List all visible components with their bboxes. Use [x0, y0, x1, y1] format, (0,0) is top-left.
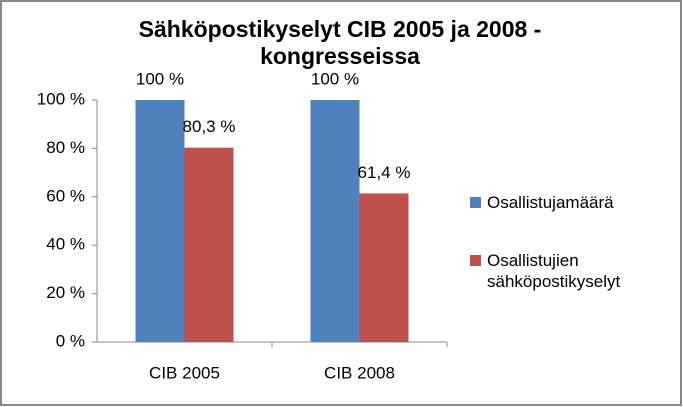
bar — [359, 193, 409, 342]
legend-swatch — [470, 255, 481, 266]
y-tick-label: 40 % — [46, 235, 85, 254]
value-label: 100 % — [136, 69, 184, 88]
x-tick-label: CIB 2005 — [149, 363, 220, 382]
value-label: 80,3 % — [183, 117, 236, 136]
legend-item: Osallistujien sähköpostikyselyt — [470, 250, 672, 292]
legend-label: Osallistujien sähköpostikyselyt — [487, 251, 621, 291]
y-tick-label: 20 % — [46, 283, 85, 302]
y-tick-label: 60 % — [46, 186, 85, 205]
y-tick-label: 80 % — [46, 138, 85, 157]
chart-title: Sähköpostikyselyt CIB 2005 ja 2008 -kong… — [138, 16, 542, 69]
legend-swatch — [470, 197, 481, 208]
x-tick-label: CIB 2008 — [324, 363, 395, 382]
y-tick-label: 100 % — [37, 89, 85, 108]
bar — [184, 147, 234, 342]
value-label: 61,4 % — [358, 163, 411, 182]
bar — [310, 100, 360, 342]
legend-label: Osallistujamäärä — [487, 193, 614, 212]
legend-item: Osallistujamäärä — [470, 192, 672, 213]
y-tick-label: 0 % — [56, 331, 85, 350]
value-label: 100 % — [311, 69, 359, 88]
bar — [135, 100, 185, 342]
